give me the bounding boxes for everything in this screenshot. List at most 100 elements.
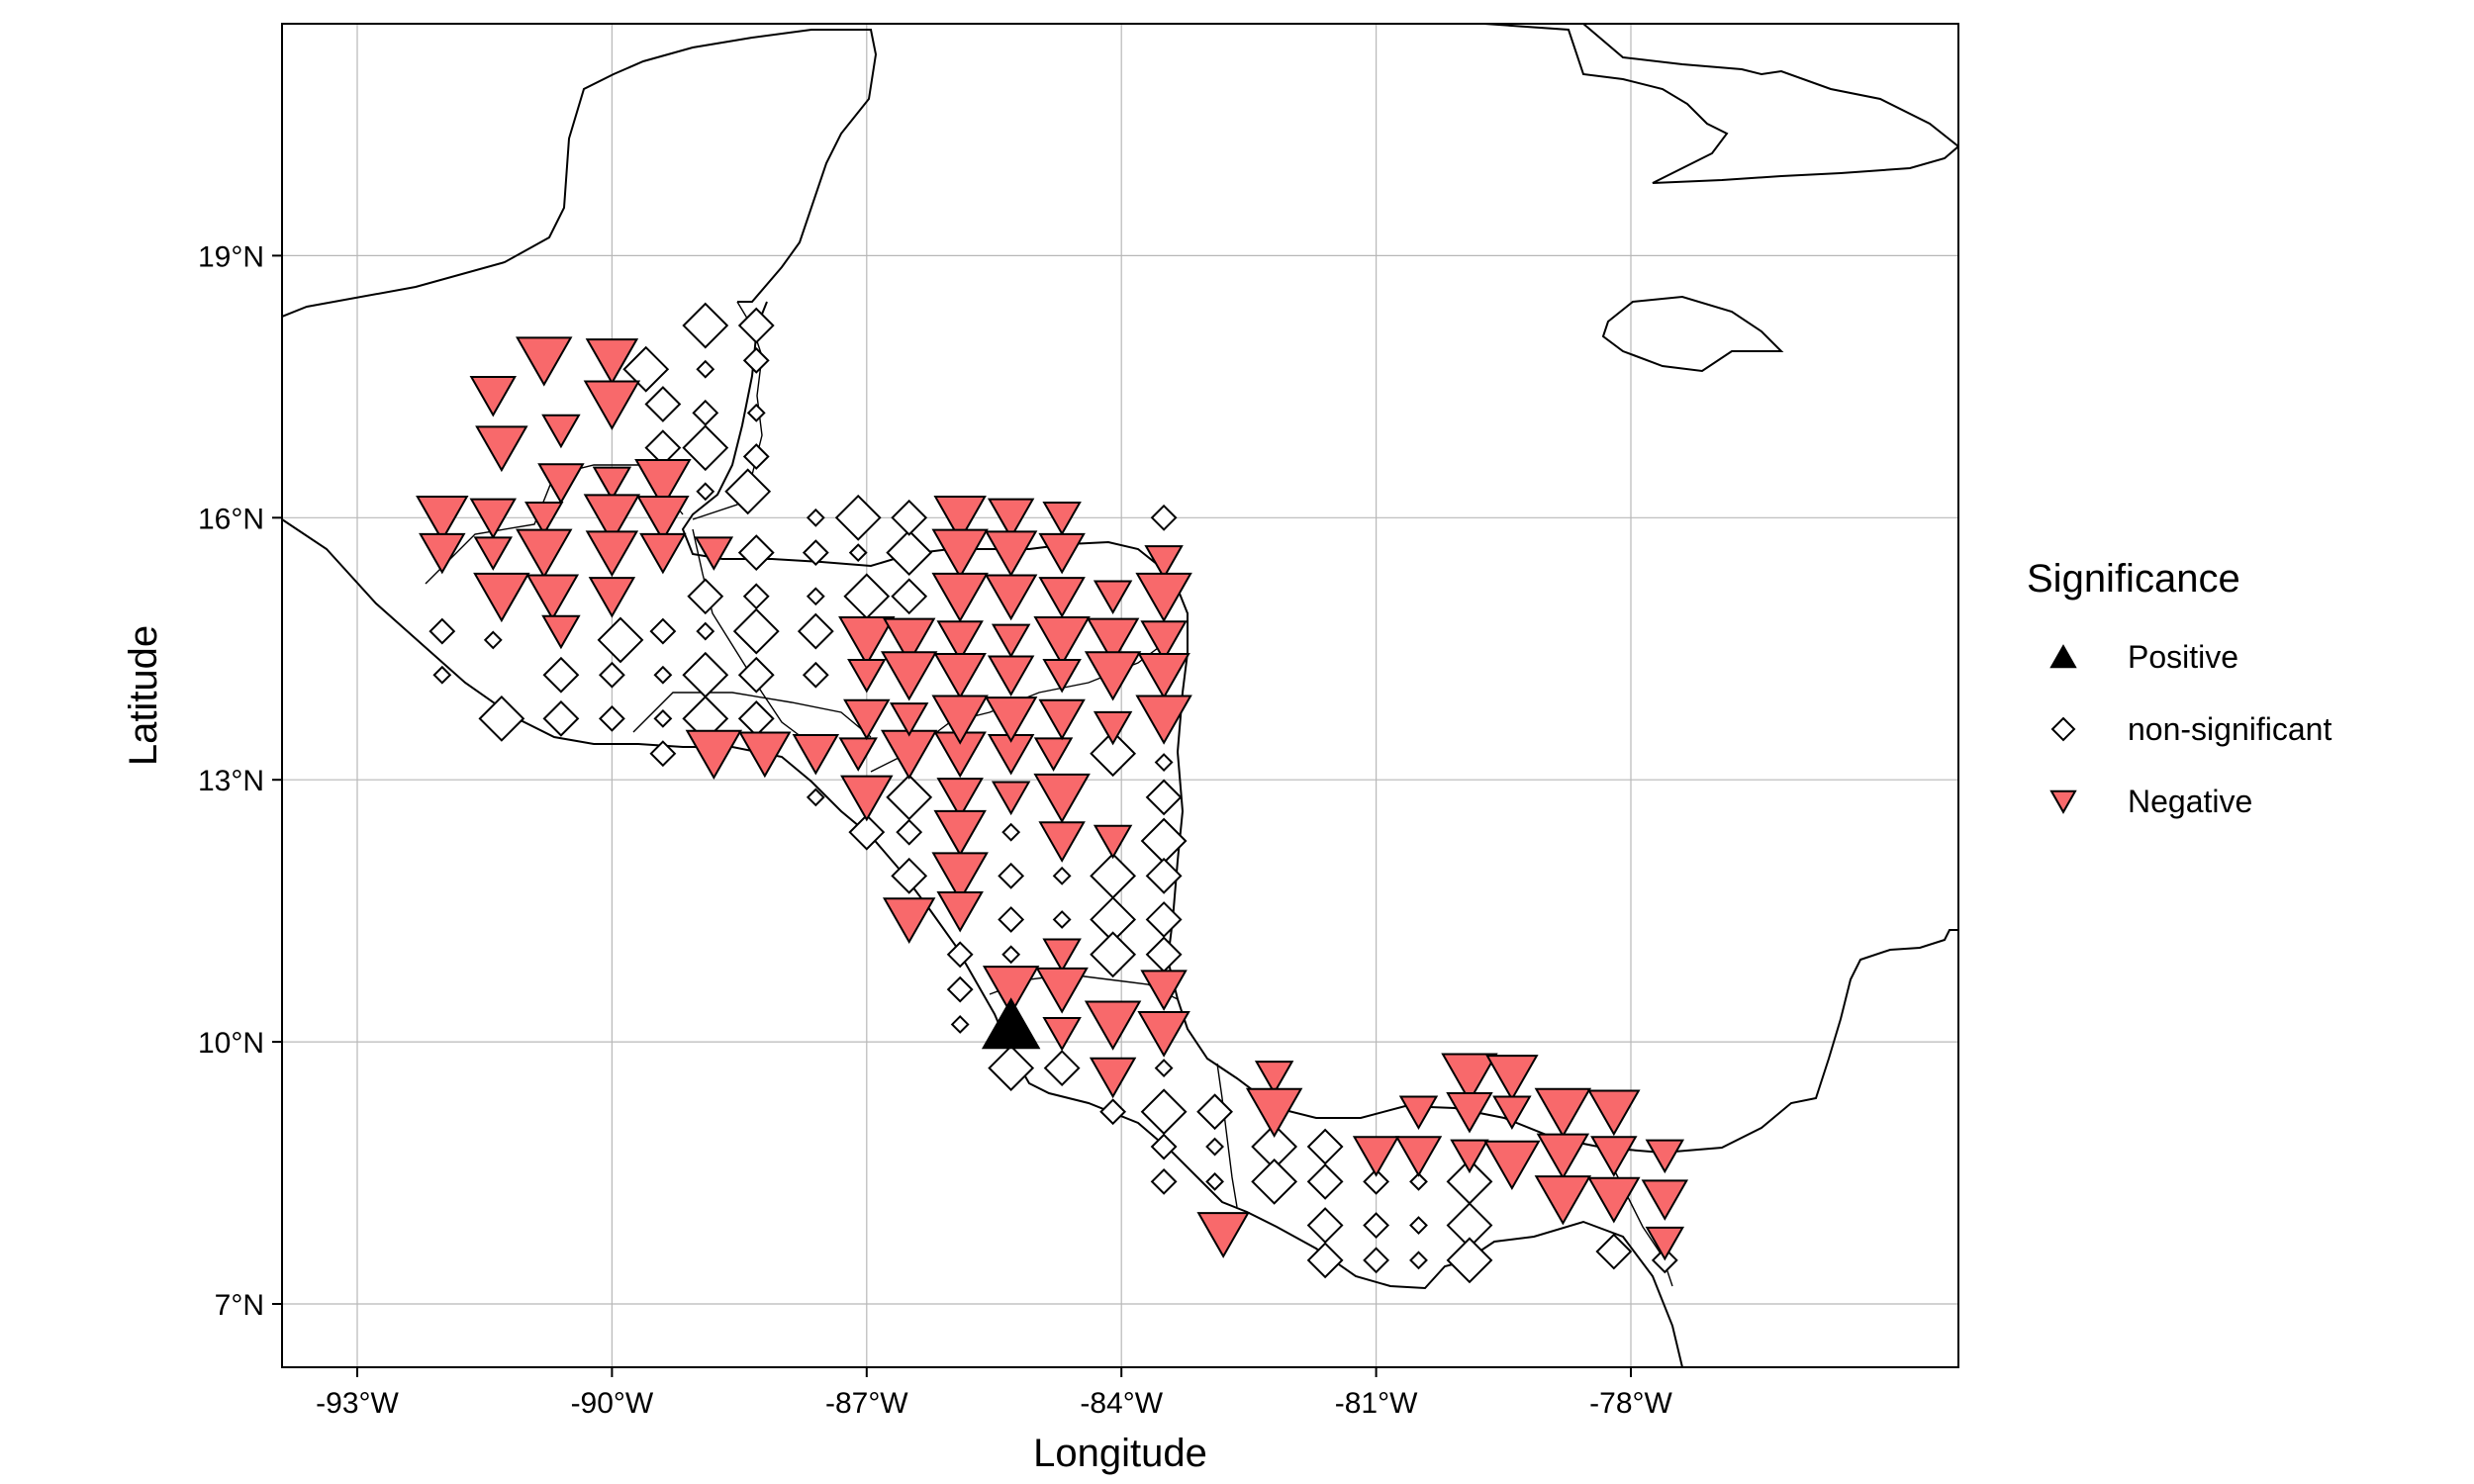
marker-negative <box>1042 502 1082 536</box>
marker-negative <box>933 809 987 857</box>
marker-negative <box>987 498 1035 540</box>
marker-non-significant <box>998 862 1025 889</box>
marker-negative <box>516 336 573 387</box>
x-tick-label: -78°W <box>1589 1387 1672 1420</box>
x-axis-title: Longitude <box>1033 1432 1207 1475</box>
marker-non-significant <box>848 543 868 563</box>
marker-negative <box>1084 1000 1142 1051</box>
marker-non-significant <box>806 587 825 606</box>
marker-non-significant <box>644 386 682 422</box>
y-tick-label: 7°N <box>215 1289 264 1322</box>
marker-negative <box>1042 1016 1082 1052</box>
marker-negative <box>847 658 887 694</box>
marker-negative <box>1038 577 1086 618</box>
marker-non-significant <box>1043 1050 1081 1087</box>
marker-non-significant <box>848 813 886 851</box>
marker-negative <box>991 623 1031 659</box>
marker-non-significant <box>988 1045 1035 1092</box>
marker-non-significant <box>946 975 974 1003</box>
marker-non-significant <box>598 704 625 732</box>
cuba-coastline <box>1483 24 1958 184</box>
marker-non-significant <box>1205 1137 1224 1157</box>
marker-negative <box>882 897 936 944</box>
marker-non-significant <box>478 695 525 742</box>
marker-negative <box>1536 1133 1590 1180</box>
marker-negative <box>1245 1087 1303 1139</box>
marker-negative <box>1137 1011 1190 1058</box>
marker-non-significant <box>737 656 775 694</box>
marker-non-significant <box>891 499 928 536</box>
marker-non-significant <box>1306 1162 1344 1200</box>
yucatan-coastline <box>282 29 878 318</box>
marker-non-significant <box>1145 779 1183 816</box>
marker-negative <box>634 459 692 510</box>
marker-negative <box>1093 710 1133 746</box>
marker-non-significant <box>806 508 825 527</box>
marker-negative <box>1135 695 1192 745</box>
marker-non-significant <box>732 607 780 655</box>
marker-negative <box>1254 1061 1294 1095</box>
marker-negative <box>1441 1053 1498 1103</box>
el-salvador-border <box>632 692 872 738</box>
marker-negative <box>475 425 528 473</box>
caribbean-coastline <box>681 301 1958 1155</box>
marker-non-significant <box>1251 1158 1298 1205</box>
marker-non-significant <box>1001 945 1021 965</box>
marker-negative <box>933 496 987 542</box>
marker-non-significant <box>542 699 580 737</box>
marker-non-significant <box>1090 730 1137 778</box>
marker-non-significant <box>1154 753 1174 772</box>
marker-negative <box>738 731 792 779</box>
marker-negative <box>936 890 984 933</box>
marker-non-significant <box>1150 1133 1178 1160</box>
marker-non-significant <box>597 616 644 664</box>
marker-negative <box>1590 1136 1638 1177</box>
marker-non-significant <box>1090 931 1137 978</box>
marker-negative <box>469 375 518 417</box>
x-tick-label: -84°W <box>1080 1387 1163 1420</box>
marker-non-significant <box>1363 1212 1390 1239</box>
marker-negative <box>1038 821 1086 863</box>
marker-negative <box>1446 1092 1493 1134</box>
x-axis: -93°W -90°W -87°W -84°W -81°W -78°W <box>316 1367 1673 1420</box>
marker-negative <box>838 737 878 772</box>
marker-negative <box>1042 658 1082 694</box>
cuba-coastline-north <box>1582 24 1958 147</box>
marker-negative <box>838 615 896 667</box>
station-markers <box>416 302 1689 1284</box>
marker-non-significant <box>696 359 715 379</box>
marker-non-significant <box>1052 910 1072 929</box>
x-tick-label: -87°W <box>825 1387 908 1420</box>
costa-rica-panama-border <box>1216 1063 1238 1208</box>
marker-negative <box>525 574 580 621</box>
marker-positive <box>981 997 1041 1050</box>
marker-non-significant <box>886 529 933 577</box>
marker-negative <box>936 778 984 819</box>
x-tick-label: -81°W <box>1335 1387 1418 1420</box>
marker-non-significant <box>1001 822 1021 842</box>
marker-non-significant <box>946 941 974 969</box>
marker-negative <box>984 530 1038 578</box>
marker-non-significant <box>724 468 772 515</box>
marker-negative <box>1038 698 1086 741</box>
marker-negative <box>585 338 639 385</box>
marker-non-significant <box>696 482 715 502</box>
marker-non-significant <box>1306 1242 1344 1279</box>
marker-negative <box>1492 1095 1532 1130</box>
marker-negative <box>416 496 469 542</box>
marker-negative <box>583 380 641 430</box>
marker-negative <box>541 414 581 449</box>
legend-title: Significance <box>2027 557 2240 601</box>
marker-negative <box>1394 1136 1443 1177</box>
marker-negative <box>541 614 581 650</box>
marker-negative <box>1641 1179 1689 1221</box>
marker-non-significant <box>428 617 456 645</box>
marker-negative <box>843 698 891 741</box>
marker-non-significant <box>1363 1167 1390 1195</box>
y-tick-label: 10°N <box>198 1027 264 1060</box>
marker-negative <box>982 966 1040 1016</box>
marker-negative <box>933 652 987 699</box>
marker-non-significant <box>806 788 825 807</box>
